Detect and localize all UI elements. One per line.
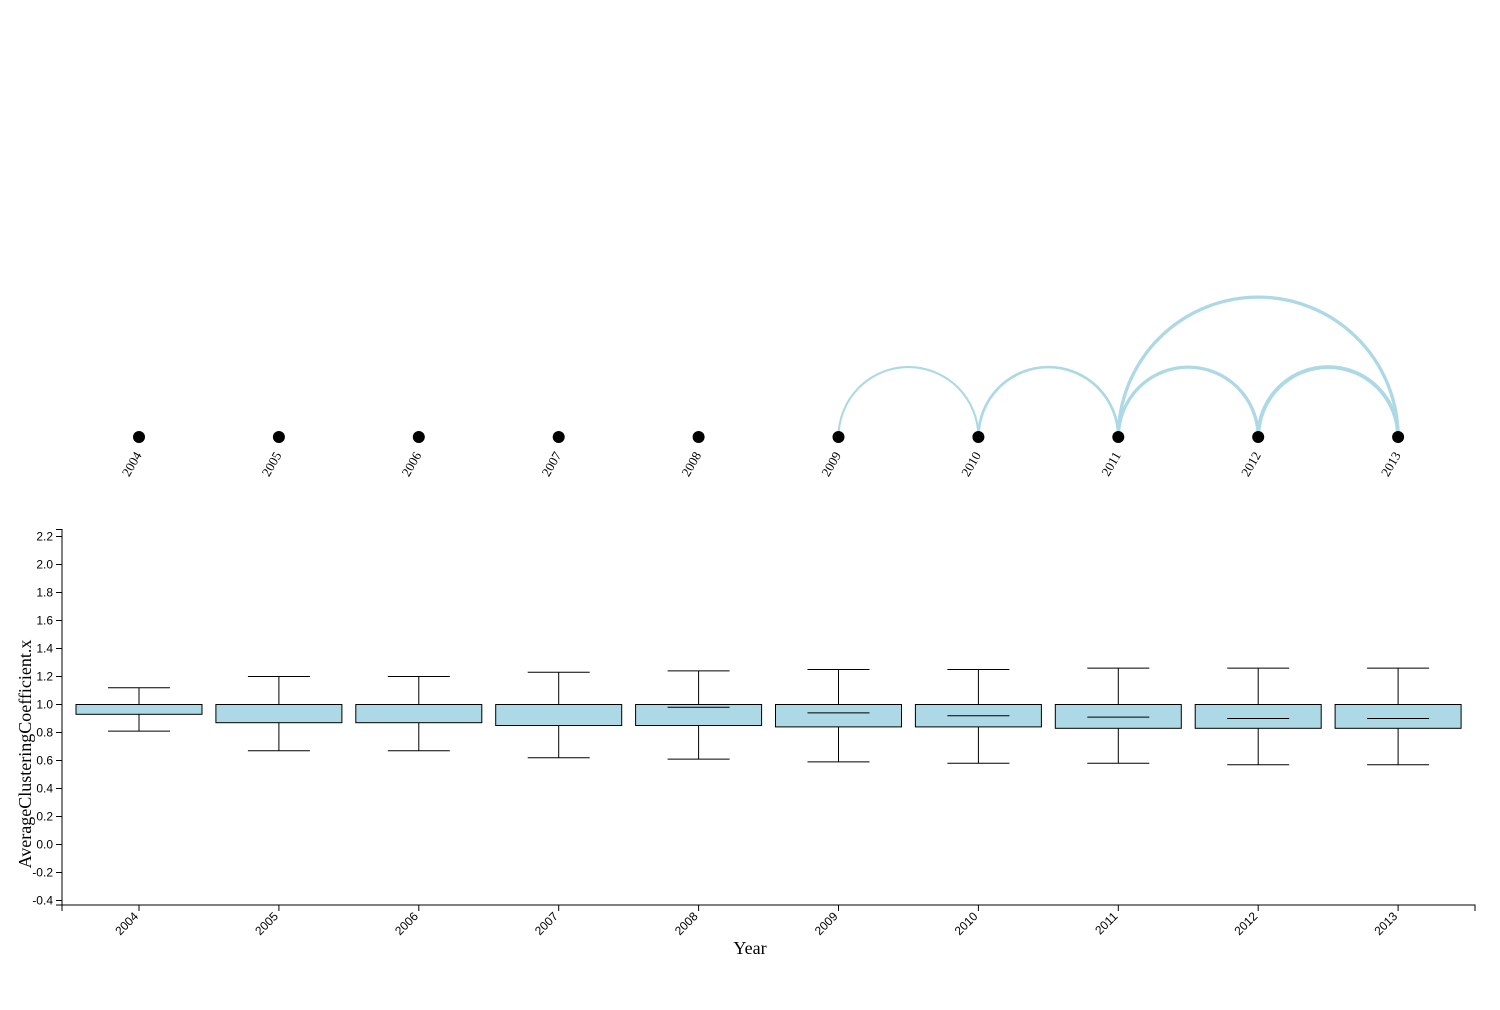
x-tick-label: 2013 — [1371, 909, 1400, 938]
x-tick-label: 2007 — [532, 909, 561, 938]
x-tick-label: 2004 — [112, 909, 141, 938]
box-body — [215, 704, 343, 724]
arc-node — [1112, 431, 1125, 443]
y-axis: -0.4 -0.2 0.0 0.2 0.4 0.6 0.8 1.0 1.2 1.4 1.6 1.8 2.… — [32, 529, 63, 908]
x-tick-label: 2009 — [812, 909, 841, 938]
y-tick-label: 0.4 — [36, 782, 53, 796]
y-tick-label: 1.8 — [36, 586, 53, 600]
arc-node — [1252, 431, 1265, 443]
box-2008 — [635, 670, 763, 760]
arc-node-label: 2010 — [958, 449, 984, 479]
x-axis: 2004 2005 2006 2007 2008 2009 2010 2011 2012 2013 — [61, 904, 1476, 938]
x-tick-label: 2005 — [252, 909, 281, 938]
arc-link — [1116, 365, 1260, 438]
box-body — [635, 704, 763, 726]
y-tick-label: -0.2 — [32, 866, 53, 880]
x-axis-title: Year — [733, 938, 766, 958]
box-2011 — [1054, 667, 1182, 764]
box-plot: -0.4 -0.2 0.0 0.2 0.4 0.6 0.8 1.0 1.2 1.4 1.6 1.8 2.… — [32, 529, 1476, 938]
arc-node — [412, 431, 425, 443]
y-tick-label: 1.4 — [36, 642, 53, 656]
arc-link — [1116, 295, 1400, 438]
arc-node — [133, 431, 145, 443]
box-2009 — [775, 669, 902, 763]
y-tick-label: 0.6 — [36, 754, 53, 768]
y-tick-label: 2.0 — [36, 558, 53, 572]
arc-node-label: 2007 — [538, 449, 564, 479]
box-2012 — [1194, 667, 1322, 766]
arc-node — [272, 431, 285, 443]
y-tick-label: 2.2 — [36, 530, 53, 544]
box-body — [355, 704, 483, 724]
box-body — [495, 704, 623, 726]
x-tick-label: 2012 — [1232, 909, 1261, 938]
box-2013 — [1334, 667, 1462, 766]
y-axis-title: AverageClusteringCoefficient.x — [15, 640, 35, 869]
arc-link — [1256, 365, 1401, 438]
arc-node-label: 2009 — [818, 449, 844, 479]
y-tick-label: 0.8 — [36, 726, 53, 740]
arc-node — [832, 431, 845, 443]
y-tick-label: 1.0 — [36, 698, 53, 712]
box-2010 — [914, 669, 1042, 764]
arc-diagram: 2004 2005 2006 2007 2008 2009 2010 2011 2012 2013 — [119, 295, 1405, 479]
box-2006 — [355, 676, 483, 752]
arc-node-label: 2008 — [678, 449, 704, 479]
arc-node — [1392, 431, 1405, 443]
arc-node-label: 2006 — [398, 449, 424, 479]
arc-link — [837, 366, 980, 438]
y-tick-label: 1.6 — [36, 614, 53, 628]
box-body — [1054, 704, 1182, 729]
arc-node-label: 2005 — [259, 449, 285, 479]
boxes — [75, 667, 1462, 766]
arc-node — [552, 431, 565, 443]
y-axis-line — [56, 529, 63, 906]
arc-node-label: 2011 — [1098, 449, 1124, 479]
box-body — [775, 704, 902, 728]
x-tick-label: 2006 — [392, 909, 421, 938]
box-body — [1194, 704, 1322, 729]
y-tick-label: 0.0 — [36, 838, 53, 852]
box-body — [1334, 704, 1462, 729]
arc-link — [977, 365, 1120, 438]
arc-node-label: 2012 — [1238, 449, 1264, 479]
x-tick-label: 2008 — [672, 909, 701, 938]
y-tick-label: 1.2 — [36, 670, 53, 684]
arc-node-label: 2004 — [119, 449, 145, 479]
box-2005 — [215, 676, 343, 752]
x-axis-line — [61, 904, 1476, 911]
arc-node — [692, 431, 705, 443]
box-body — [75, 704, 203, 715]
arc-node-label: 2013 — [1378, 449, 1404, 479]
box-2007 — [495, 671, 623, 759]
arc-node — [972, 431, 985, 443]
y-tick-label: 0.2 — [36, 810, 53, 824]
y-tick-label: -0.4 — [32, 894, 53, 908]
box-2004 — [75, 687, 203, 732]
x-tick-label: 2011 — [1092, 909, 1120, 937]
x-tick-label: 2010 — [952, 909, 981, 938]
